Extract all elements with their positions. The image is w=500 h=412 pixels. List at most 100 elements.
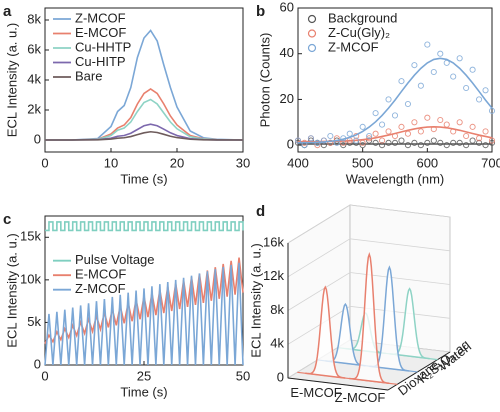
scatter-point xyxy=(398,137,405,144)
scatter-point xyxy=(463,132,470,140)
scatter-point xyxy=(476,139,483,146)
y-tick-label: 16k xyxy=(263,234,284,249)
scatter-point xyxy=(385,128,392,135)
panel-label: c xyxy=(3,211,11,228)
scatter-point xyxy=(359,123,366,130)
scatter-point xyxy=(372,130,379,137)
series-line xyxy=(45,29,244,141)
scatter-point xyxy=(340,142,347,149)
scatter-point xyxy=(379,137,386,144)
scatter-point xyxy=(372,110,379,117)
plot-frame xyxy=(297,7,493,153)
y-axis-label: Photon (Counts) xyxy=(257,33,272,128)
scatter-point xyxy=(456,55,463,62)
scatter-point xyxy=(456,139,463,146)
scatter-point xyxy=(437,116,444,124)
scatter-point xyxy=(488,139,496,146)
y-tick-label: 8k xyxy=(270,302,284,317)
panel-label: a xyxy=(3,3,12,20)
scatter-point xyxy=(424,139,431,146)
x-axis-label: Wavelength (nm) xyxy=(346,171,445,186)
y-tick-label: 6k xyxy=(27,41,41,56)
legend-label: Cu-HHTP xyxy=(75,39,131,54)
x-tick-label: 0 xyxy=(41,368,48,383)
scatter-point xyxy=(424,41,431,48)
scatter-point xyxy=(366,132,373,140)
y-tick-label: 5k xyxy=(27,314,41,329)
x-tick-label: 400 xyxy=(287,155,309,170)
scatter-point xyxy=(391,112,399,119)
y-tick-label: 15k xyxy=(20,229,41,244)
x-axis xyxy=(287,377,389,391)
scatter-point xyxy=(398,78,405,85)
scatter-point xyxy=(411,62,418,69)
x-tick-label: 30 xyxy=(236,155,250,170)
x-tick-label: Z-MCOF xyxy=(335,390,386,405)
scatter-point xyxy=(411,139,418,146)
y-axis-label: ECL Intensity (a. u.) xyxy=(4,23,19,137)
series-line xyxy=(45,98,244,141)
y-tick-label: 0 xyxy=(34,356,41,371)
x-tick-label: 700 xyxy=(481,155,500,170)
y-tick-label: 0 xyxy=(287,137,294,152)
x-tick-label: 600 xyxy=(416,155,438,170)
scatter-point xyxy=(372,139,379,146)
x-tick-label: 10 xyxy=(104,155,118,170)
scatter-point xyxy=(437,50,444,57)
y-tick-label: 60 xyxy=(280,0,294,14)
legend-label: Background xyxy=(328,10,397,25)
scatter-point xyxy=(385,96,392,103)
scatter-point xyxy=(443,142,450,149)
grid-line xyxy=(287,204,451,244)
scatter-point xyxy=(404,142,411,149)
panel-label: d xyxy=(256,203,265,220)
scatter-point xyxy=(366,137,373,144)
scatter-point xyxy=(398,123,405,130)
scatter-point xyxy=(437,139,444,146)
scatter-point xyxy=(411,119,418,126)
scatter-point xyxy=(476,96,483,103)
scatter-point xyxy=(469,66,476,73)
scatter-point xyxy=(469,123,476,130)
scatter-point xyxy=(488,137,496,144)
legend-marker xyxy=(307,43,317,53)
scatter-point xyxy=(488,107,496,114)
scatter-point xyxy=(404,130,411,137)
legend-label: Z-Cu(Gly)₂ xyxy=(328,25,390,40)
series-line xyxy=(45,221,244,232)
legend-label: Cu-HITP xyxy=(75,54,126,69)
x-axis-label: Time (s) xyxy=(120,171,167,186)
scatter-point xyxy=(482,87,489,94)
grid-line xyxy=(287,272,451,311)
legend-label: Pulse Voltage xyxy=(75,252,155,267)
scatter-point xyxy=(463,142,470,149)
scatter-point xyxy=(307,135,314,142)
scatter-point xyxy=(424,114,431,121)
fit-line xyxy=(298,126,493,143)
scatter-point xyxy=(346,130,353,137)
scatter-point xyxy=(443,121,450,128)
legend-label: Z-MCOF xyxy=(328,39,379,54)
x-tick-label: 20 xyxy=(170,155,184,170)
panel-label: b xyxy=(256,3,265,20)
scatter-point xyxy=(294,137,302,144)
y-tick-label: 0 xyxy=(277,369,284,384)
scatter-point xyxy=(417,142,424,149)
legend-label: E-MCOF xyxy=(75,25,126,40)
scatter-point xyxy=(450,139,457,146)
scatter-point xyxy=(404,100,411,108)
series-line xyxy=(45,130,244,141)
scatter-point xyxy=(469,137,476,144)
scatter-point xyxy=(417,128,424,135)
scatter-point xyxy=(379,142,386,149)
scatter-point xyxy=(456,119,463,126)
peak xyxy=(349,251,390,385)
y-tick-label: 10k xyxy=(20,271,41,286)
y-tick-label: 12k xyxy=(263,268,284,283)
depth-axis xyxy=(387,351,451,391)
x-axis-label: Time (s) xyxy=(120,384,167,399)
grid-line xyxy=(287,305,451,345)
scatter-point xyxy=(327,132,334,140)
scatter-point xyxy=(417,82,424,89)
